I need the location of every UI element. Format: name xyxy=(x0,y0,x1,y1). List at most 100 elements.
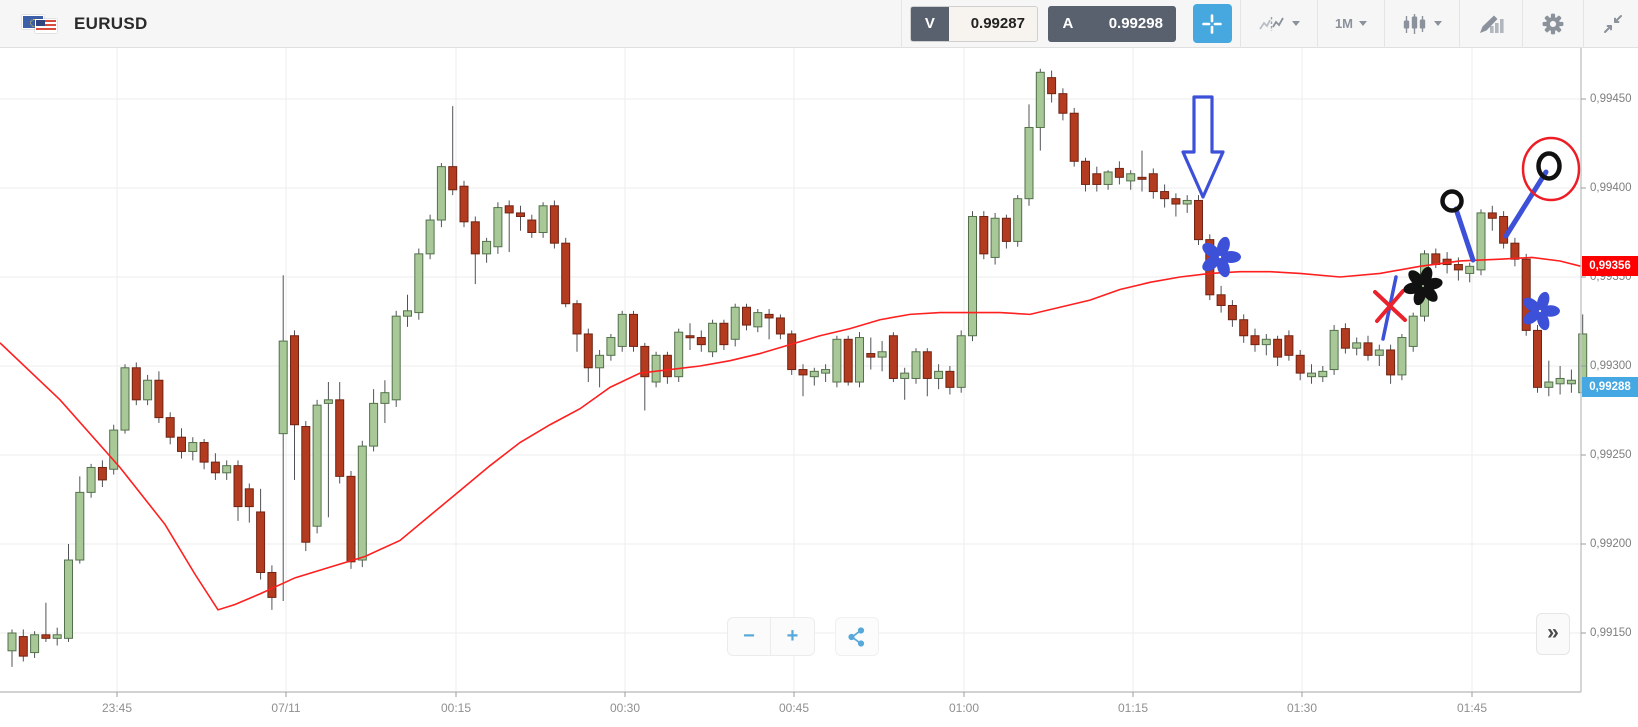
ask-price-badge: 0,99356 xyxy=(1582,256,1638,277)
bull-candle xyxy=(911,351,921,379)
bear-candle xyxy=(742,306,751,326)
zoom-controls: − + xyxy=(727,617,879,656)
asterisk-annotation xyxy=(1523,291,1560,331)
chart-header-bar: EURUSD V 0.99287 A 0.99298 xyxy=(0,0,1638,48)
sell-button[interactable]: V 0.99287 xyxy=(909,5,1038,42)
bear-candle xyxy=(177,436,186,452)
bear-candle xyxy=(640,345,650,378)
bear-candle xyxy=(583,333,593,369)
bear-candle xyxy=(1137,176,1147,180)
price-axis-label: 0,99250 xyxy=(1590,449,1632,461)
bear-candle xyxy=(516,212,525,217)
bull-candle xyxy=(651,354,661,383)
bear-candle xyxy=(1001,217,1011,242)
bull-candle xyxy=(143,379,153,401)
toolbar-separator xyxy=(1459,0,1460,48)
bear-candle xyxy=(527,219,537,233)
price-axis-label: 0,99200 xyxy=(1590,538,1632,550)
toolbar-separator xyxy=(1316,0,1318,48)
chart-compare-icon xyxy=(1259,16,1284,31)
bull-candle xyxy=(425,219,435,255)
timeframe-label: 1M xyxy=(1334,16,1353,31)
buy-button[interactable]: A 0.99298 xyxy=(1047,5,1176,42)
bull-candle xyxy=(75,491,85,561)
bull-candle xyxy=(357,445,367,561)
bear-candle xyxy=(1216,294,1226,306)
bear-candle xyxy=(459,185,469,223)
bear-candle xyxy=(1363,342,1373,356)
bull-candle xyxy=(809,370,819,378)
bear-candle xyxy=(1487,212,1497,219)
bear-candle xyxy=(504,205,514,214)
draw-indicators-button[interactable] xyxy=(1468,4,1514,43)
timeframe-button[interactable]: 1M xyxy=(1326,4,1376,43)
bull-candle xyxy=(436,166,446,221)
bear-candle xyxy=(1533,329,1542,388)
scroll-to-latest-button[interactable]: » xyxy=(1536,613,1570,655)
bull-candle xyxy=(1035,71,1045,128)
bull-candle xyxy=(1261,338,1271,346)
bull-candle xyxy=(278,340,288,435)
bull-candle xyxy=(900,372,910,379)
bear-candle xyxy=(97,466,107,481)
settings-button[interactable] xyxy=(1531,4,1575,43)
zoom-in-button[interactable]: + xyxy=(771,617,815,656)
time-axis-label: 00:30 xyxy=(609,701,641,715)
bull-candle xyxy=(877,351,887,358)
bear-candle xyxy=(979,215,989,255)
time-axis-label: 23:45 xyxy=(101,701,133,715)
bull-candle xyxy=(1408,315,1418,347)
bear-candle xyxy=(775,317,785,335)
chart-mode-button[interactable] xyxy=(1249,4,1309,43)
bull-candle xyxy=(1013,198,1023,242)
bull-candle xyxy=(30,634,40,654)
bull-candle xyxy=(391,315,401,401)
bear-candle xyxy=(1453,264,1463,271)
bear-candle xyxy=(1148,173,1158,193)
bull-candle xyxy=(934,370,944,379)
bull-candle xyxy=(832,338,842,383)
chart-type-button[interactable] xyxy=(1393,4,1451,43)
bull-candle xyxy=(1352,342,1362,349)
share-button[interactable] xyxy=(835,617,879,656)
bull-candle xyxy=(493,207,503,248)
crosshair-button[interactable] xyxy=(1192,4,1232,43)
zoom-out-button[interactable]: − xyxy=(727,617,771,656)
time-axis-label: 01:45 xyxy=(1456,701,1488,715)
bull-candle xyxy=(956,335,966,388)
bull-candle xyxy=(482,240,492,255)
bear-candle xyxy=(41,634,51,639)
time-axis-label: 07/11 xyxy=(271,701,301,715)
toolbar-separator xyxy=(1522,0,1523,48)
candlestick-icon xyxy=(1403,13,1426,34)
buy-price: 0.99298 xyxy=(1108,15,1163,32)
bear-candle xyxy=(1171,198,1181,205)
down-arrow-annotation xyxy=(1181,95,1225,199)
bear-candle xyxy=(922,351,932,379)
sell-price: 0.99287 xyxy=(948,6,1037,41)
bear-candle xyxy=(346,475,356,563)
bear-candle xyxy=(1431,253,1441,266)
bull-candle xyxy=(414,253,424,314)
bear-candle xyxy=(1069,112,1079,162)
bear-candle xyxy=(1273,338,1283,358)
bull-candle xyxy=(1544,381,1554,388)
bull-candle xyxy=(1476,212,1486,271)
bear-candle xyxy=(1114,167,1124,178)
collapse-chart-button[interactable] xyxy=(1592,4,1634,43)
bear-candle xyxy=(256,511,266,573)
bear-candle xyxy=(1047,77,1057,95)
bear-candle xyxy=(1510,242,1520,260)
bear-candle xyxy=(888,335,898,379)
bear-candle xyxy=(18,636,28,657)
toolbar-separator xyxy=(1239,0,1241,48)
bull-candle xyxy=(821,369,831,374)
bear-candle xyxy=(1284,335,1294,356)
buy-label: A xyxy=(1048,6,1087,41)
eurusd-flag-icon xyxy=(22,12,60,36)
bull-candle xyxy=(64,559,73,639)
bear-candle xyxy=(1295,354,1305,374)
bear-candle xyxy=(165,417,175,438)
bear-candle xyxy=(1499,215,1509,244)
